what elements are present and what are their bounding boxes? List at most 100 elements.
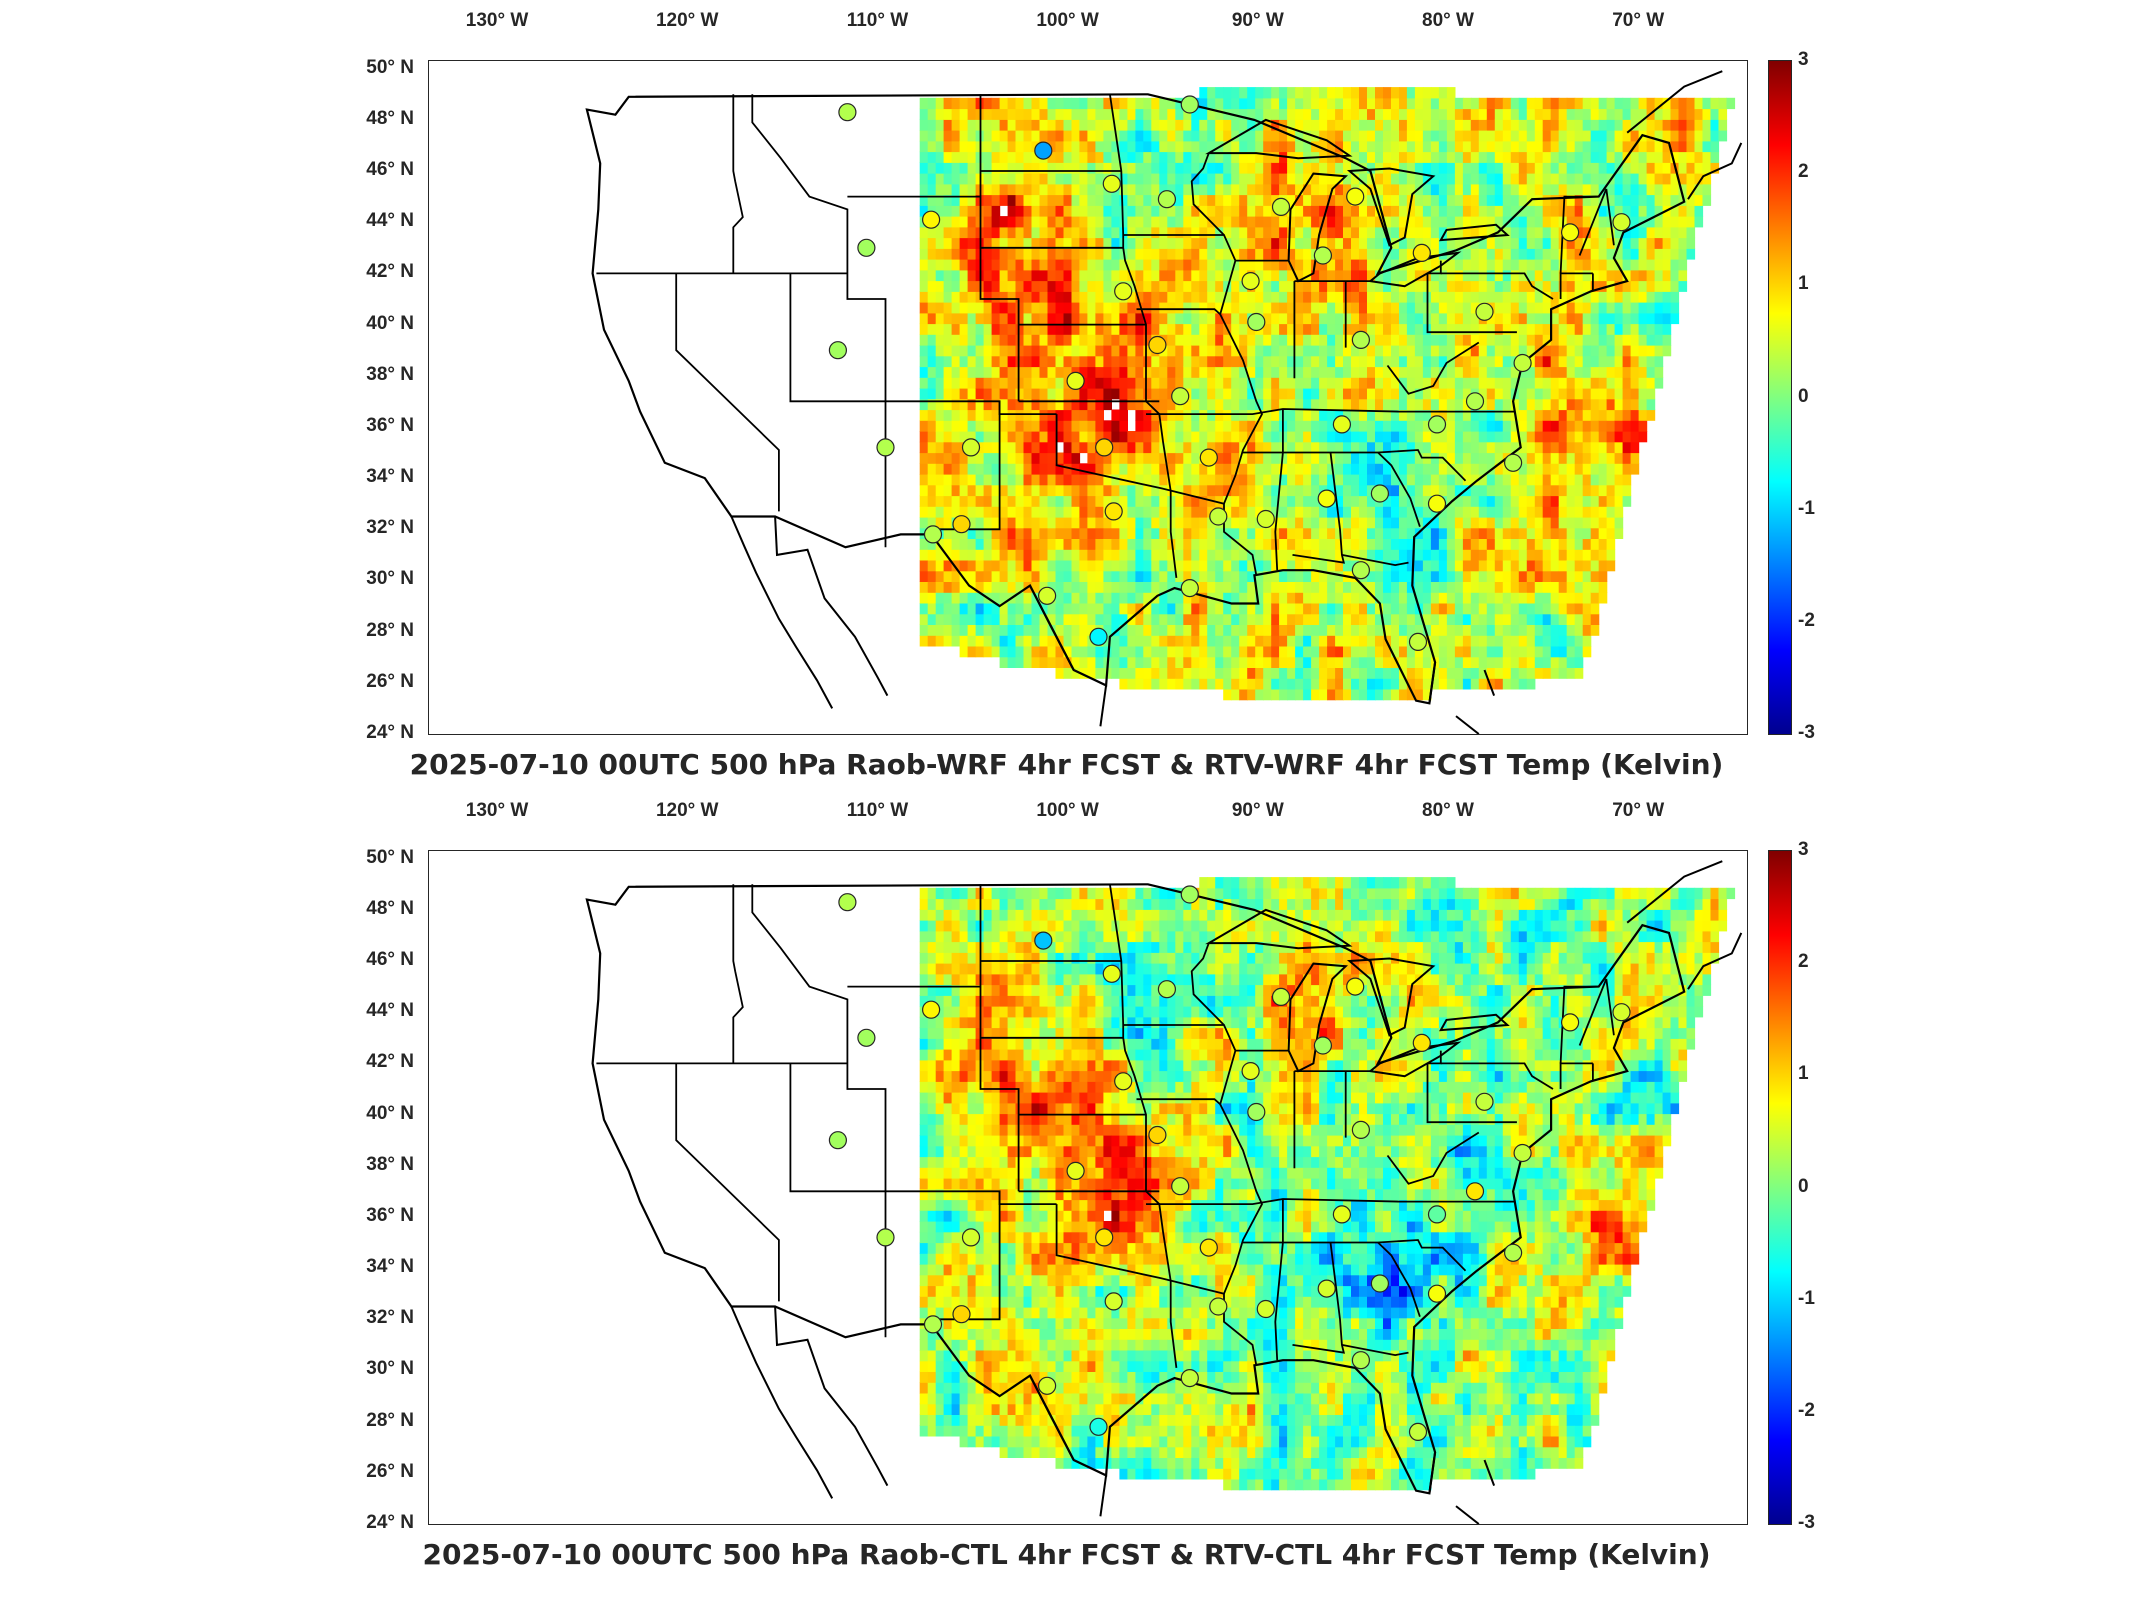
raob-station-marker <box>1037 1376 1057 1395</box>
colorbar-tick-label: 0 <box>1798 385 1809 407</box>
raob-station-marker <box>952 1305 971 1324</box>
raob-station-marker <box>1475 302 1494 321</box>
us-coastline <box>585 93 1686 705</box>
coastline-segment <box>1455 715 1480 734</box>
longitude-tick-label: 110° W <box>846 10 909 31</box>
raob-station-marker <box>1247 312 1266 332</box>
state-border <box>931 401 1001 531</box>
great-lake-outline <box>1439 1013 1510 1032</box>
longitude-tick-label: 100° W <box>1036 800 1099 821</box>
latitude-tick-label: 36° N <box>366 414 414 436</box>
raob-station-marker <box>1171 1177 1190 1196</box>
raob-station-marker <box>1503 453 1523 472</box>
raob-station-marker <box>1346 187 1365 206</box>
panel-title: 2025-07-10 00UTC 500 hPa Raob-CTL 4hr FC… <box>422 1538 1711 1571</box>
panel-title: 2025-07-10 00UTC 500 hPa Raob-WRF 4hr FC… <box>409 748 1724 781</box>
state-border <box>1605 188 1615 246</box>
raob-station-marker <box>1180 885 1199 904</box>
coastline-segment <box>730 1306 834 1499</box>
coastline-segment <box>1099 1475 1108 1517</box>
state-border <box>1341 1344 1409 1357</box>
raob-station-marker <box>1503 1243 1523 1262</box>
state-border <box>1605 978 1615 1036</box>
state-border <box>675 273 780 512</box>
colorbar-tick-label: -3 <box>1798 1512 1815 1533</box>
raob-station-marker <box>1209 1297 1228 1316</box>
state-border <box>1123 234 1237 316</box>
coastline-segment <box>1687 142 1743 200</box>
state-border <box>1190 942 1225 1026</box>
state-border <box>1386 341 1480 395</box>
colorbar-tick-label: 1 <box>1798 1063 1809 1085</box>
raob-station-marker <box>838 103 857 122</box>
us-coastline <box>585 883 1686 1495</box>
great-lake-outline <box>1368 1041 1462 1078</box>
raob-station-marker <box>1209 507 1228 526</box>
great-lake-outline <box>1439 223 1510 242</box>
colorbar <box>1768 850 1792 1525</box>
state-border <box>1559 272 1593 299</box>
longitude-tick-label: 80° W <box>1422 800 1474 821</box>
raob-station-marker <box>1247 1102 1266 1122</box>
state-border <box>1440 1062 1554 1090</box>
latitude-tick-label: 30° N <box>366 1358 414 1380</box>
longitude-tick-label: 120° W <box>655 800 719 821</box>
latitude-tick-label: 42° N <box>366 1051 414 1073</box>
raob-station-marker <box>1317 1279 1336 1298</box>
latitude-tick-label: 26° N <box>366 670 414 692</box>
state-border <box>1243 1239 1467 1272</box>
raob-station-marker <box>1104 502 1123 521</box>
colorbar-tick-label: 2 <box>1798 161 1809 183</box>
latitude-tick-label: 46° N <box>366 949 414 971</box>
longitude-tick-label: 110° W <box>846 800 909 821</box>
raob-station-marker <box>1313 1036 1333 1055</box>
latitude-tick-label: 36° N <box>366 1204 414 1226</box>
latitude-tick-label: 34° N <box>366 466 414 488</box>
latitude-tick-label: 48° N <box>366 897 414 919</box>
raob-station-marker <box>1089 627 1108 646</box>
raob-station-marker <box>1102 964 1121 983</box>
latitude-tick-label: 24° N <box>366 1512 414 1533</box>
raob-station-marker <box>1408 632 1428 652</box>
raob-station-marker <box>1095 1228 1114 1247</box>
raob-station-marker <box>1114 1072 1133 1091</box>
state-border <box>1578 978 1608 1046</box>
longitude-tick-label: 70° W <box>1612 10 1665 31</box>
raob-station-marker <box>1180 578 1199 598</box>
raob-station-marker <box>1317 489 1336 508</box>
latitude-tick-label: 44° N <box>366 210 414 232</box>
raob-station-marker <box>828 341 847 360</box>
raob-station-marker <box>1351 1351 1371 1370</box>
state-border <box>675 1063 780 1302</box>
raob-station-marker <box>1180 95 1199 114</box>
raob-station-marker <box>1346 977 1365 996</box>
coastline-segment <box>774 516 889 697</box>
raob-station-marker <box>1351 330 1371 349</box>
colorbar-tick-label: 1 <box>1798 273 1809 295</box>
longitude-tick-label: 90° W <box>1231 800 1284 821</box>
raob-station-marker <box>1412 1033 1431 1052</box>
latitude-tick-label: 50° N <box>366 846 414 868</box>
panel-raob-ctl: 130° W 120° W 110° W 100° W 90° W 80° W 70° W … <box>0 790 2133 1600</box>
coastline-segment <box>1687 932 1743 990</box>
raob-station-marker <box>1180 1368 1199 1388</box>
state-border <box>1219 313 1264 505</box>
raob-station-marker <box>1256 509 1275 529</box>
state-border <box>1274 409 1284 571</box>
map-canvas <box>585 860 1743 1524</box>
raob-station-marker <box>1066 1161 1085 1180</box>
latitude-tick-label: 32° N <box>366 1307 414 1329</box>
state-border <box>1440 272 1554 300</box>
state-border <box>789 273 1057 415</box>
raob-station-marker <box>857 1028 876 1047</box>
latitude-tick-label: 40° N <box>366 312 414 334</box>
raob-station-marker <box>1427 1205 1447 1224</box>
raob-station-marker <box>1612 1003 1631 1022</box>
raob-station-marker <box>1427 415 1447 434</box>
raob-station-marker <box>1560 1013 1580 1032</box>
raob-station-marker <box>1114 282 1133 301</box>
raob-station-marker <box>1475 1092 1494 1111</box>
raob-station-marker <box>1104 1292 1123 1311</box>
raob-station-marker <box>952 515 971 534</box>
raob-station-marker <box>828 1131 847 1150</box>
